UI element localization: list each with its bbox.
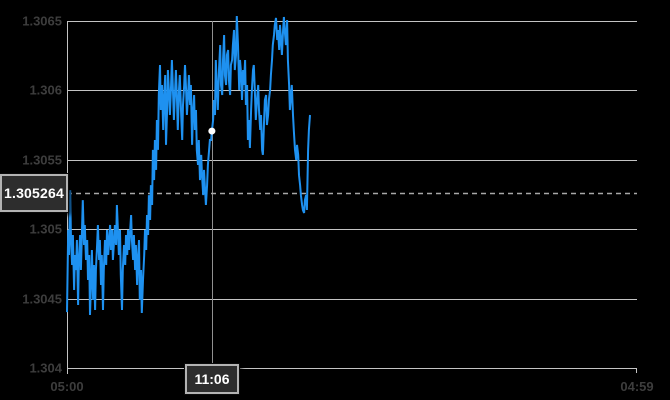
- x-axis-tick-label: 05:00: [50, 379, 83, 394]
- y-axis-tick-label: 1.306: [29, 83, 62, 98]
- x-axis-tick-label: 04:59: [620, 379, 653, 394]
- y-axis-tick-label: 1.304: [29, 361, 62, 376]
- current-price-badge: 1.305264: [0, 174, 68, 212]
- y-axis-tick-label: 1.305: [29, 222, 62, 237]
- crosshair-time-badge: 11:06: [185, 364, 239, 394]
- price-line-series: [66, 15, 311, 316]
- y-axis-tick-label: 1.3065: [22, 14, 62, 29]
- current-price-label: 1.305264: [4, 185, 64, 201]
- crosshair-marker-dot: [208, 127, 216, 135]
- y-axis-tick-label: 1.3045: [22, 292, 62, 307]
- y-axis-tick-label: 1.3055: [22, 153, 62, 168]
- crosshair-time-label: 11:06: [194, 371, 230, 387]
